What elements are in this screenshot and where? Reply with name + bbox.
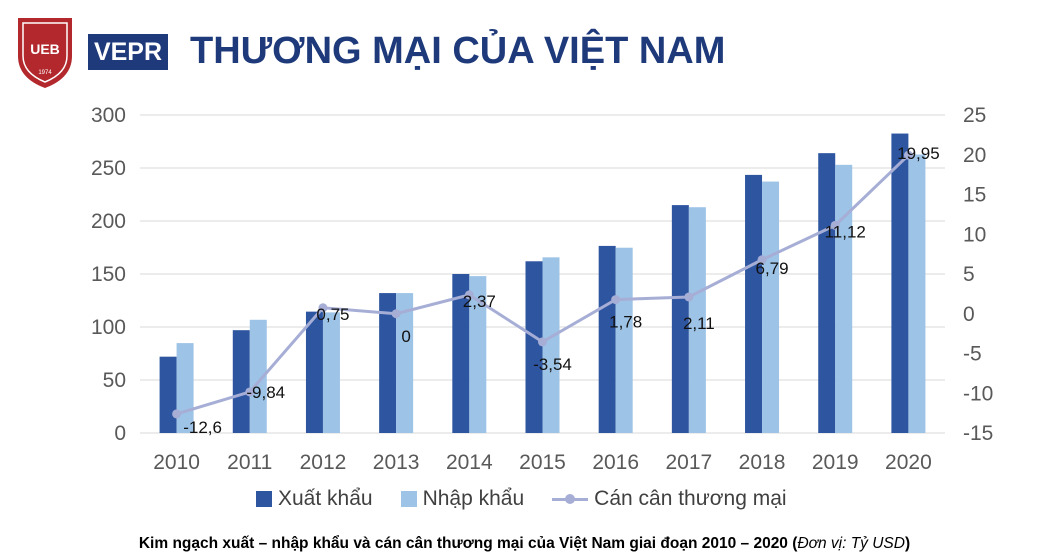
- balance-data-label: 0,75: [316, 305, 349, 324]
- y-tick-label: 200: [91, 210, 126, 233]
- x-tick-label: 2012: [300, 451, 347, 474]
- balance-data-label: 6,79: [755, 259, 788, 278]
- y-tick-label: 150: [91, 263, 126, 286]
- balance-data-label: 2,11: [683, 314, 715, 333]
- balance-point: [245, 387, 255, 397]
- bar-export: [232, 330, 250, 433]
- y2-tick-label: 0: [963, 303, 975, 326]
- y-tick-label: 100: [91, 316, 126, 339]
- legend-label-import: Nhập khẩu: [422, 487, 525, 510]
- ueb-shield-shape: [18, 18, 72, 88]
- bar-export: [598, 245, 616, 433]
- page-title: THƯƠNG MẠI CỦA VIỆT NAM: [190, 30, 726, 72]
- balance-point: [391, 309, 401, 319]
- legend-label-export: Xuất khẩu: [278, 487, 373, 510]
- x-tick-label: 2018: [739, 451, 786, 474]
- balance-point: [172, 409, 182, 419]
- balance-data-label: -12,6: [183, 418, 222, 437]
- balance-data-label: 1,78: [609, 313, 642, 332]
- bar-export: [452, 274, 470, 433]
- y2-tick-label: 10: [963, 223, 986, 246]
- bar-export: [671, 205, 689, 433]
- y2-tick-label: -15: [963, 422, 993, 445]
- bar-import: [322, 312, 340, 433]
- y2-tick-label: 20: [963, 144, 986, 167]
- trade-chart: 0 50 100 150 200 250 300 -15 -10 -5 0 5 10 15 20 25 2010…: [91, 104, 993, 474]
- y2-tick-label: 15: [963, 184, 986, 207]
- y-tick-label: 300: [91, 104, 126, 127]
- balance-point: [684, 292, 694, 302]
- x-tick-label: 2017: [666, 451, 713, 474]
- balance-data-label: 2,37: [463, 292, 496, 311]
- header: UEB 1974 VEPR THƯƠNG MẠI CỦA VIỆT NAM: [0, 0, 1049, 100]
- balance-point: [318, 303, 328, 313]
- balance-data-label: -3,54: [533, 355, 572, 374]
- legend-item-balance: Cán cân thương mại: [552, 487, 787, 511]
- legend-item-export: Xuất khẩu: [256, 487, 373, 511]
- y2-tick-label: 25: [963, 104, 986, 127]
- balance-point: [464, 290, 474, 300]
- balance-data-label: 19,95: [897, 144, 940, 163]
- chart-caption: Kim ngạch xuất – nhập khẩu và cán cân th…: [0, 535, 1049, 553]
- bar-import: [396, 293, 414, 433]
- bar-import: [615, 247, 633, 433]
- bar-import: [249, 319, 267, 433]
- bar-import: [908, 154, 926, 433]
- x-tick-label: 2016: [592, 451, 639, 474]
- bar-export: [891, 133, 909, 434]
- caption-close: ): [904, 535, 911, 552]
- ueb-logo: UEB 1974: [18, 18, 72, 88]
- legend-swatch-balance: [552, 491, 589, 507]
- bar-import: [688, 207, 706, 433]
- vepr-logo: VEPR: [88, 34, 168, 70]
- legend-swatch-export: [256, 491, 272, 507]
- balance-data-label: -9,84: [246, 383, 285, 402]
- ueb-logo-year: 1974: [38, 70, 52, 76]
- legend-swatch-import: [400, 491, 417, 507]
- legend-label-balance: Cán cân thương mại: [594, 487, 787, 510]
- balance-data-label: 11,12: [825, 222, 866, 241]
- x-tick-label: 2014: [446, 451, 493, 474]
- bar-import: [542, 257, 560, 433]
- x-tick-label: 2019: [812, 451, 859, 474]
- bar-import: [469, 276, 487, 433]
- y-tick-label: 0: [114, 422, 126, 445]
- balance-point: [903, 150, 913, 160]
- bar-export: [818, 153, 836, 433]
- caption-text: Kim ngạch xuất – nhập khẩu và cán cân th…: [138, 535, 798, 552]
- y-tick-label: 250: [91, 157, 126, 180]
- balance-point: [757, 255, 767, 265]
- balance-data-label: 0: [401, 327, 410, 346]
- x-tick-label: 2020: [885, 451, 932, 474]
- bar-export: [305, 311, 323, 433]
- x-tick-label: 2011: [227, 451, 272, 474]
- y2-tick-label: -10: [963, 382, 993, 405]
- y2-tick-label: -5: [963, 343, 982, 366]
- bar-import: [835, 164, 853, 433]
- y-tick-label: 50: [103, 369, 126, 392]
- caption-unit: Đơn vị: Tỷ USD: [797, 535, 905, 552]
- balance-point: [538, 337, 547, 347]
- x-tick-label: 2010: [153, 451, 200, 474]
- balance-point: [830, 220, 840, 230]
- chart-legend: Xuất khẩu Nhập khẩu Cán cân thương mại: [256, 484, 787, 514]
- y2-tick-label: 5: [963, 263, 975, 286]
- bar-export: [159, 356, 177, 433]
- balance-point: [611, 295, 621, 305]
- x-tick-label: 2015: [519, 451, 566, 474]
- bar-import: [762, 181, 780, 433]
- legend-item-import: Nhập khẩu: [400, 487, 525, 511]
- x-tick-label: 2013: [373, 451, 420, 474]
- ueb-logo-text: UEB: [30, 41, 60, 57]
- bar-export: [379, 293, 397, 433]
- bar-export: [525, 261, 543, 433]
- bar-export: [745, 174, 763, 433]
